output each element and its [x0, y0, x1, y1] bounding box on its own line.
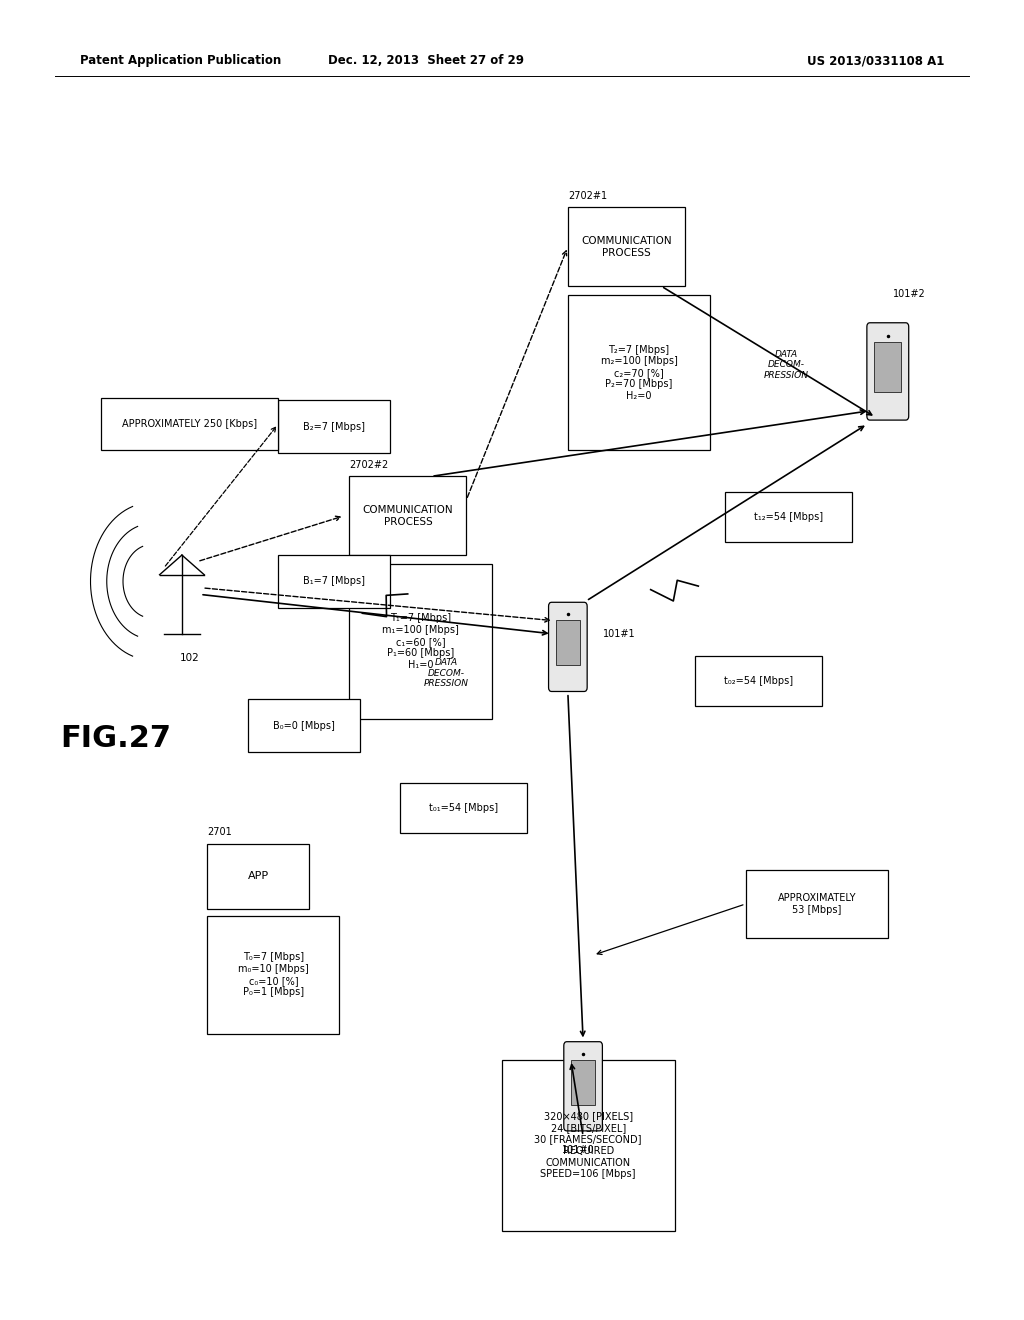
FancyBboxPatch shape	[207, 843, 309, 909]
FancyBboxPatch shape	[556, 620, 580, 665]
Text: US 2013/0331108 A1: US 2013/0331108 A1	[807, 54, 944, 67]
Text: B₁=7 [Mbps]: B₁=7 [Mbps]	[303, 577, 366, 586]
FancyBboxPatch shape	[568, 296, 710, 450]
Text: Patent Application Publication: Patent Application Publication	[80, 54, 282, 67]
FancyBboxPatch shape	[874, 342, 901, 392]
Text: 101#2: 101#2	[893, 289, 926, 300]
Text: t₀₁=54 [Mbps]: t₀₁=54 [Mbps]	[429, 803, 499, 813]
Text: 2702#2: 2702#2	[349, 459, 389, 470]
Text: T₀=7 [Mbps]
m₀=10 [Mbps]
c₀=10 [%]
P₀=1 [Mbps]: T₀=7 [Mbps] m₀=10 [Mbps] c₀=10 [%] P₀=1 …	[238, 953, 308, 997]
FancyBboxPatch shape	[564, 1041, 602, 1131]
FancyBboxPatch shape	[571, 1060, 595, 1105]
Text: Dec. 12, 2013  Sheet 27 of 29: Dec. 12, 2013 Sheet 27 of 29	[328, 54, 523, 67]
Text: 101#0: 101#0	[562, 1146, 594, 1155]
Text: 102: 102	[180, 653, 200, 664]
Text: t₀₂=54 [Mbps]: t₀₂=54 [Mbps]	[724, 676, 793, 686]
FancyBboxPatch shape	[248, 700, 359, 752]
FancyBboxPatch shape	[867, 323, 908, 420]
Text: 320×480 [PIXELS]
24 [BITS/PIXEL]
30 [FRAMES/SECOND]
REQUIRED
COMMUNICATION
SPEED: 320×480 [PIXELS] 24 [BITS/PIXEL] 30 [FRA…	[535, 1111, 642, 1179]
FancyBboxPatch shape	[349, 564, 492, 719]
Text: APPROXIMATELY
53 [Mbps]: APPROXIMATELY 53 [Mbps]	[777, 894, 856, 915]
Text: B₂=7 [Mbps]: B₂=7 [Mbps]	[303, 421, 366, 432]
Text: DATA
DECOM-
PRESSION: DATA DECOM- PRESSION	[424, 659, 469, 688]
Text: COMMUNICATION
PROCESS: COMMUNICATION PROCESS	[362, 506, 454, 527]
Text: FIG.27: FIG.27	[60, 725, 171, 754]
Text: B₀=0 [Mbps]: B₀=0 [Mbps]	[272, 721, 335, 730]
FancyBboxPatch shape	[400, 783, 527, 833]
FancyBboxPatch shape	[695, 656, 822, 706]
FancyBboxPatch shape	[100, 397, 279, 450]
Text: DATA
DECOM-
PRESSION: DATA DECOM- PRESSION	[764, 350, 809, 380]
FancyBboxPatch shape	[502, 1060, 675, 1230]
Text: COMMUNICATION
PROCESS: COMMUNICATION PROCESS	[581, 236, 672, 257]
FancyBboxPatch shape	[568, 207, 685, 286]
Text: APP: APP	[248, 871, 268, 882]
Text: 101#1: 101#1	[603, 628, 636, 639]
Text: T₂=7 [Mbps]
m₂=100 [Mbps]
c₂=70 [%]
P₂=70 [Mbps]
H₂=0: T₂=7 [Mbps] m₂=100 [Mbps] c₂=70 [%] P₂=7…	[600, 345, 678, 401]
FancyBboxPatch shape	[549, 602, 587, 692]
FancyBboxPatch shape	[279, 400, 390, 453]
FancyBboxPatch shape	[349, 477, 466, 556]
Text: 2702#1: 2702#1	[568, 191, 607, 201]
FancyBboxPatch shape	[745, 870, 888, 939]
FancyBboxPatch shape	[279, 556, 390, 607]
FancyBboxPatch shape	[725, 492, 852, 543]
FancyBboxPatch shape	[207, 916, 339, 1034]
Text: T₁=7 [Mbps]
m₁=100 [Mbps]
c₁=60 [%]
P₁=60 [Mbps]
H₁=0: T₁=7 [Mbps] m₁=100 [Mbps] c₁=60 [%] P₁=6…	[382, 614, 459, 669]
Text: t₁₂=54 [Mbps]: t₁₂=54 [Mbps]	[755, 512, 823, 521]
Text: APPROXIMATELY 250 [Kbps]: APPROXIMATELY 250 [Kbps]	[122, 418, 257, 429]
Text: 2701: 2701	[207, 828, 232, 837]
